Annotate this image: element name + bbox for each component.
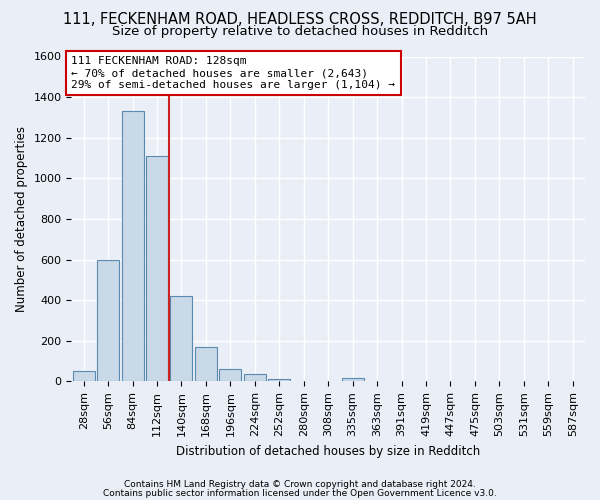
Bar bbox=[146, 156, 168, 382]
Bar bbox=[122, 112, 143, 382]
Bar bbox=[73, 371, 95, 382]
Text: Contains public sector information licensed under the Open Government Licence v3: Contains public sector information licen… bbox=[103, 489, 497, 498]
Bar bbox=[244, 374, 266, 382]
Bar bbox=[170, 296, 193, 382]
Bar bbox=[97, 260, 119, 382]
Bar bbox=[195, 347, 217, 382]
Y-axis label: Number of detached properties: Number of detached properties bbox=[15, 126, 28, 312]
Bar bbox=[341, 378, 364, 382]
X-axis label: Distribution of detached houses by size in Redditch: Distribution of detached houses by size … bbox=[176, 444, 481, 458]
Bar bbox=[220, 368, 241, 382]
Text: Size of property relative to detached houses in Redditch: Size of property relative to detached ho… bbox=[112, 25, 488, 38]
Text: 111, FECKENHAM ROAD, HEADLESS CROSS, REDDITCH, B97 5AH: 111, FECKENHAM ROAD, HEADLESS CROSS, RED… bbox=[63, 12, 537, 28]
Bar bbox=[268, 379, 290, 382]
Text: Contains HM Land Registry data © Crown copyright and database right 2024.: Contains HM Land Registry data © Crown c… bbox=[124, 480, 476, 489]
Text: 111 FECKENHAM ROAD: 128sqm
← 70% of detached houses are smaller (2,643)
29% of s: 111 FECKENHAM ROAD: 128sqm ← 70% of deta… bbox=[71, 56, 395, 90]
